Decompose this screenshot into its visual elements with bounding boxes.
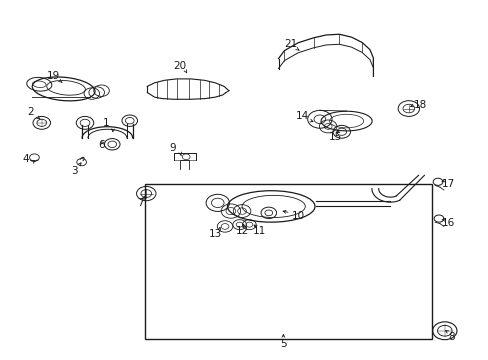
Text: 19: 19	[47, 71, 61, 81]
Text: 9: 9	[169, 143, 176, 153]
Text: 11: 11	[252, 226, 265, 236]
Text: 8: 8	[447, 332, 453, 342]
Text: 18: 18	[413, 100, 426, 110]
Bar	[144, 184, 431, 339]
Text: 15: 15	[328, 132, 342, 142]
Text: 5: 5	[280, 339, 286, 348]
Text: 17: 17	[441, 179, 454, 189]
Text: 1: 1	[102, 118, 109, 128]
Text: 6: 6	[98, 140, 104, 150]
Text: 7: 7	[136, 198, 143, 208]
Text: 13: 13	[208, 229, 222, 239]
Text: 4: 4	[22, 154, 29, 163]
Text: 16: 16	[441, 218, 454, 228]
Text: 14: 14	[296, 111, 309, 121]
Text: 21: 21	[284, 39, 297, 49]
Text: 2: 2	[27, 107, 34, 117]
Text: 10: 10	[291, 211, 304, 221]
Text: 12: 12	[235, 226, 248, 236]
Text: 3: 3	[71, 166, 78, 176]
Text: 20: 20	[173, 61, 186, 71]
